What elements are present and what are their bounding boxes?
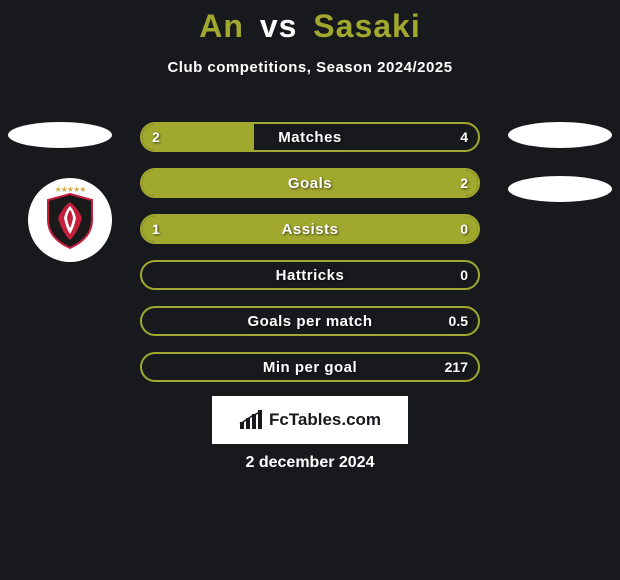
stat-bar: 10Assists [140,214,480,244]
stat-bar: 0Hattricks [140,260,480,290]
comparison-title: An vs Sasaki [0,0,620,45]
stat-bar: 0.5Goals per match [140,306,480,336]
team-badge: ★★★★★ [28,178,112,262]
placeholder-ellipse-top-right [508,122,612,148]
brand-text: FcTables.com [269,410,381,430]
placeholder-ellipse-top-left [8,122,112,148]
brand-chart-icon [239,410,265,430]
date-label: 2 december 2024 [0,454,620,472]
bar-label: Assists [142,216,478,242]
vs-label: vs [260,8,298,44]
bar-label: Matches [142,124,478,150]
bar-label: Goals per match [142,308,478,334]
bar-label: Goals [142,170,478,196]
badge-shield-icon [44,192,96,250]
brand-box: FcTables.com [212,396,408,444]
player1-name: An [199,8,244,44]
stat-bar: 2Goals [140,168,480,198]
bar-label: Hattricks [142,262,478,288]
stat-bar: 217Min per goal [140,352,480,382]
player2-name: Sasaki [313,8,420,44]
subtitle: Club competitions, Season 2024/2025 [0,59,620,76]
placeholder-ellipse-bottom-right [508,176,612,202]
stat-bar: 24Matches [140,122,480,152]
stats-bars: 24Matches 2Goals 10Assists 0Hattricks 0.5Goa… [140,122,480,398]
bar-label: Min per goal [142,354,478,380]
